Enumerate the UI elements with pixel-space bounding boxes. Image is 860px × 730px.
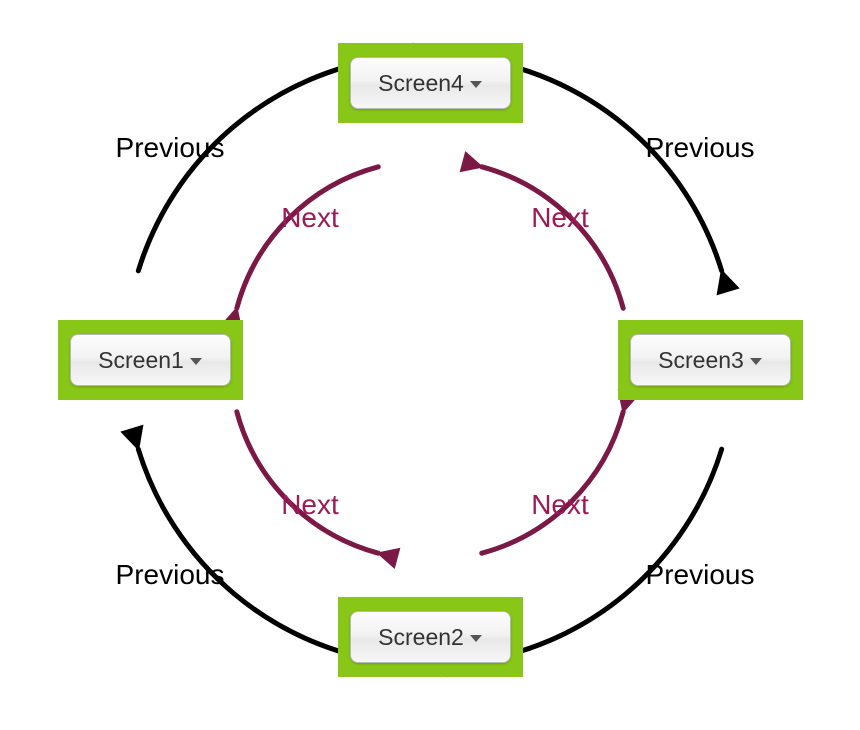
previous-arrowhead <box>120 425 143 451</box>
screen1-label: Screen1 <box>98 349 184 372</box>
screen1-dropdown[interactable]: Screen1 <box>70 334 231 386</box>
previous-label: Previous <box>116 134 225 162</box>
previous-label: Previous <box>646 561 755 589</box>
next-label: Next <box>281 204 339 232</box>
diagram-stage: Previous Previous Previous Previous Next Next… <box>0 0 860 730</box>
screen2-label: Screen2 <box>378 626 464 649</box>
previous-arrowhead <box>717 269 740 295</box>
node-screen4: Screen4 <box>338 43 523 123</box>
next-arrowhead <box>376 548 400 569</box>
previous-label: Previous <box>646 134 755 162</box>
next-label: Next <box>281 491 339 519</box>
next-label: Next <box>531 491 589 519</box>
screen2-dropdown[interactable]: Screen2 <box>350 611 511 663</box>
chevron-down-icon <box>190 358 202 365</box>
screen3-label: Screen3 <box>658 349 744 372</box>
screen4-label: Screen4 <box>378 72 464 95</box>
node-screen2: Screen2 <box>338 597 523 677</box>
previous-label: Previous <box>116 561 225 589</box>
next-arc <box>482 412 623 553</box>
node-screen1: Screen1 <box>58 320 243 400</box>
next-arrowhead <box>460 151 484 172</box>
next-arc <box>237 412 378 553</box>
chevron-down-icon <box>750 358 762 365</box>
node-screen3: Screen3 <box>618 320 803 400</box>
screen4-dropdown[interactable]: Screen4 <box>350 57 511 109</box>
next-arc <box>237 167 378 308</box>
chevron-down-icon <box>470 81 482 88</box>
screen3-dropdown[interactable]: Screen3 <box>630 334 791 386</box>
next-arc <box>482 167 623 308</box>
chevron-down-icon <box>470 635 482 642</box>
next-label: Next <box>531 204 589 232</box>
